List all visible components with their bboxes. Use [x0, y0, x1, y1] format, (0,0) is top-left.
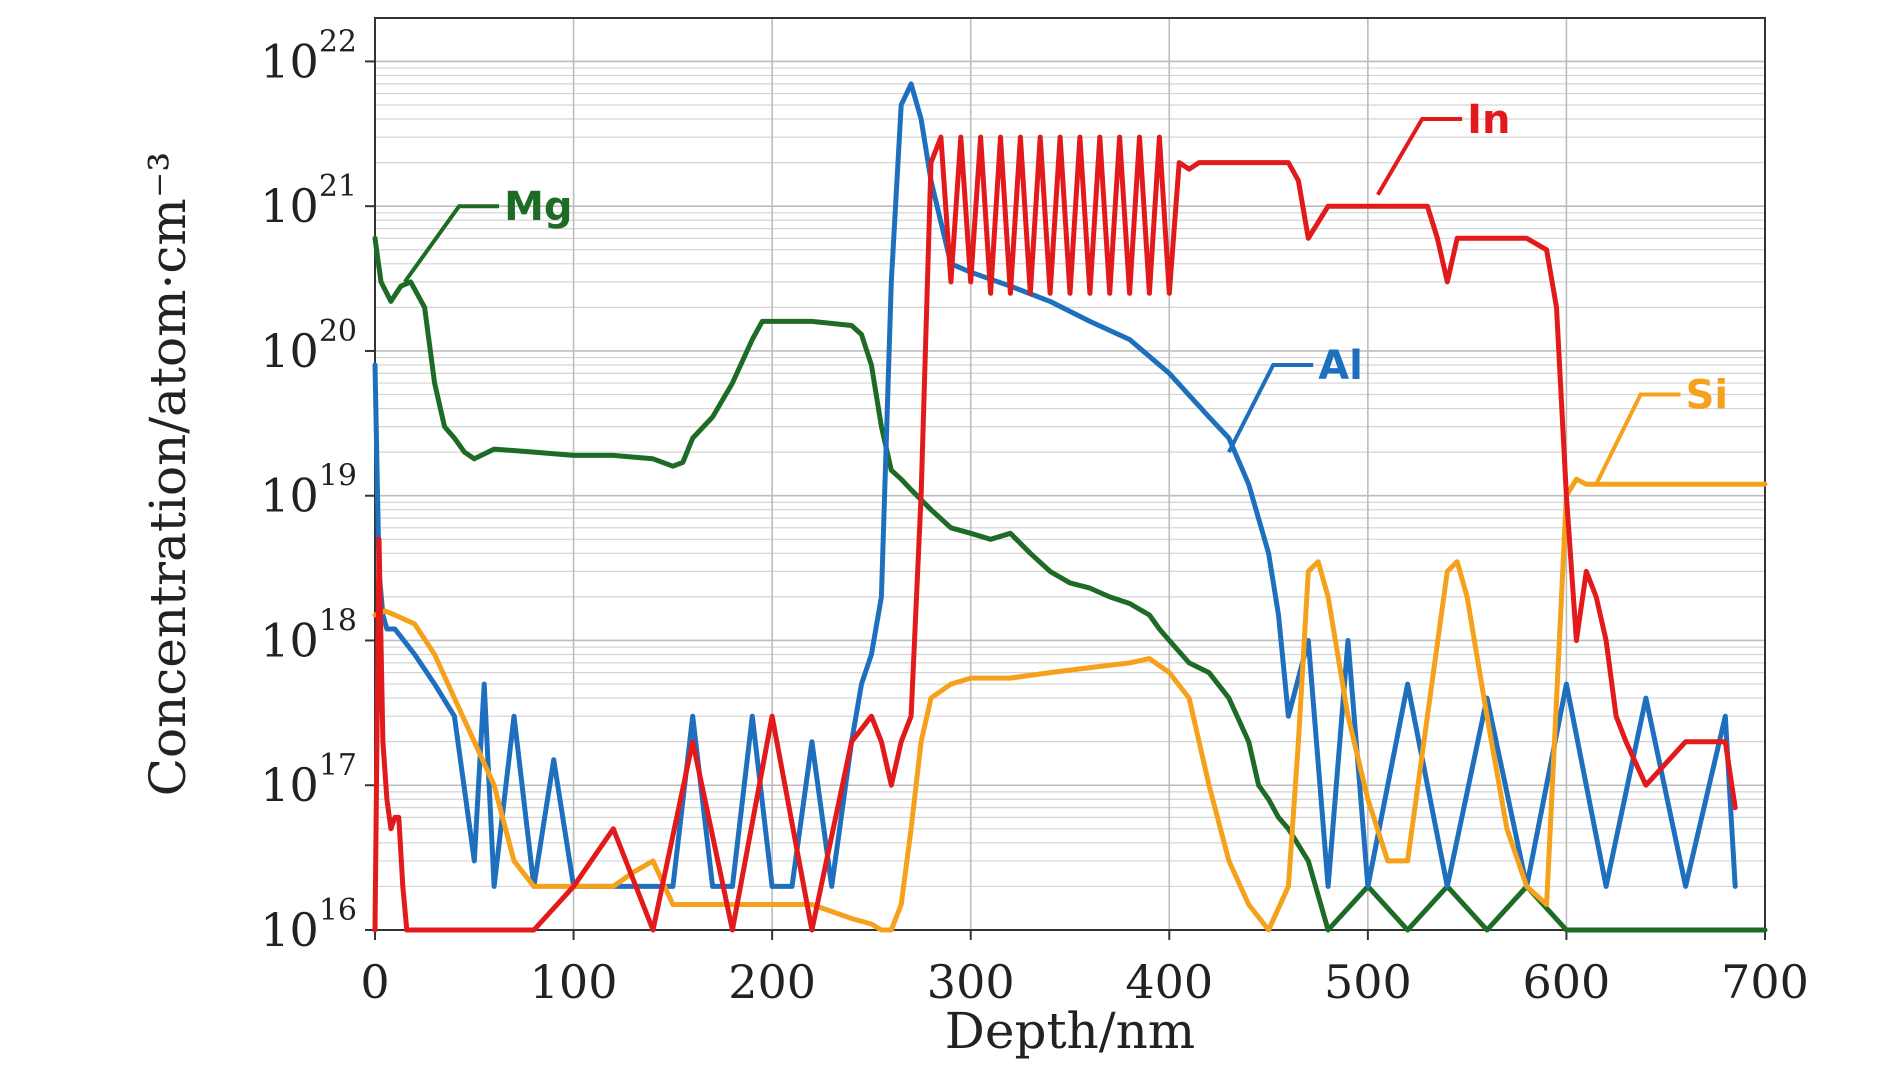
y-tick-label: 1016	[260, 893, 357, 957]
series-layer	[372, 81, 1768, 933]
x-tick-label: 600	[1523, 955, 1611, 1009]
x-tick-label: 400	[1125, 955, 1213, 1009]
plot-frame	[374, 17, 1766, 931]
x-tick-label: 700	[1721, 955, 1809, 1009]
major-gridlines	[374, 18, 1766, 931]
x-axis-title: Depth/nm	[945, 1002, 1195, 1060]
series-label-leader-in	[1376, 117, 1463, 196]
minor-gridlines	[375, 67, 1765, 888]
series-label-leader-al	[1227, 362, 1314, 454]
x-tick-label: 100	[530, 955, 618, 1009]
series-label-si: Si	[1686, 373, 1729, 419]
series-line-in	[372, 134, 1738, 933]
y-axis-ticks: 1016 1017 1018 1019 1020 1021 1022	[260, 24, 375, 957]
y-tick-label: 1017	[260, 748, 357, 812]
y-axis-title: Concentration/atom·cm⁻³	[139, 152, 197, 797]
series-label-layer: Mg In Al Si	[403, 97, 1729, 486]
y-tick-label: 1020	[260, 314, 357, 378]
series-label-leader-mg	[403, 204, 500, 284]
x-tick-label: 0	[360, 955, 389, 1009]
series-line-mg	[372, 235, 1768, 933]
y-tick-label: 1021	[260, 169, 357, 233]
x-axis-ticks: 0 100 200 300 400 500 600 700	[360, 930, 1809, 1009]
x-tick-label: 300	[927, 955, 1015, 1009]
series-line-si	[372, 476, 1768, 933]
y-tick-label: 1022	[260, 24, 357, 88]
series-label-mg: Mg	[504, 184, 572, 230]
x-tick-label: 200	[728, 955, 816, 1009]
y-tick-label: 1018	[260, 603, 357, 667]
y-tick-label: 1019	[260, 459, 357, 523]
series-label-in: In	[1467, 97, 1510, 143]
series-label-leader-si	[1594, 392, 1681, 486]
x-tick-label: 500	[1324, 955, 1412, 1009]
series-label-al: Al	[1318, 343, 1363, 389]
